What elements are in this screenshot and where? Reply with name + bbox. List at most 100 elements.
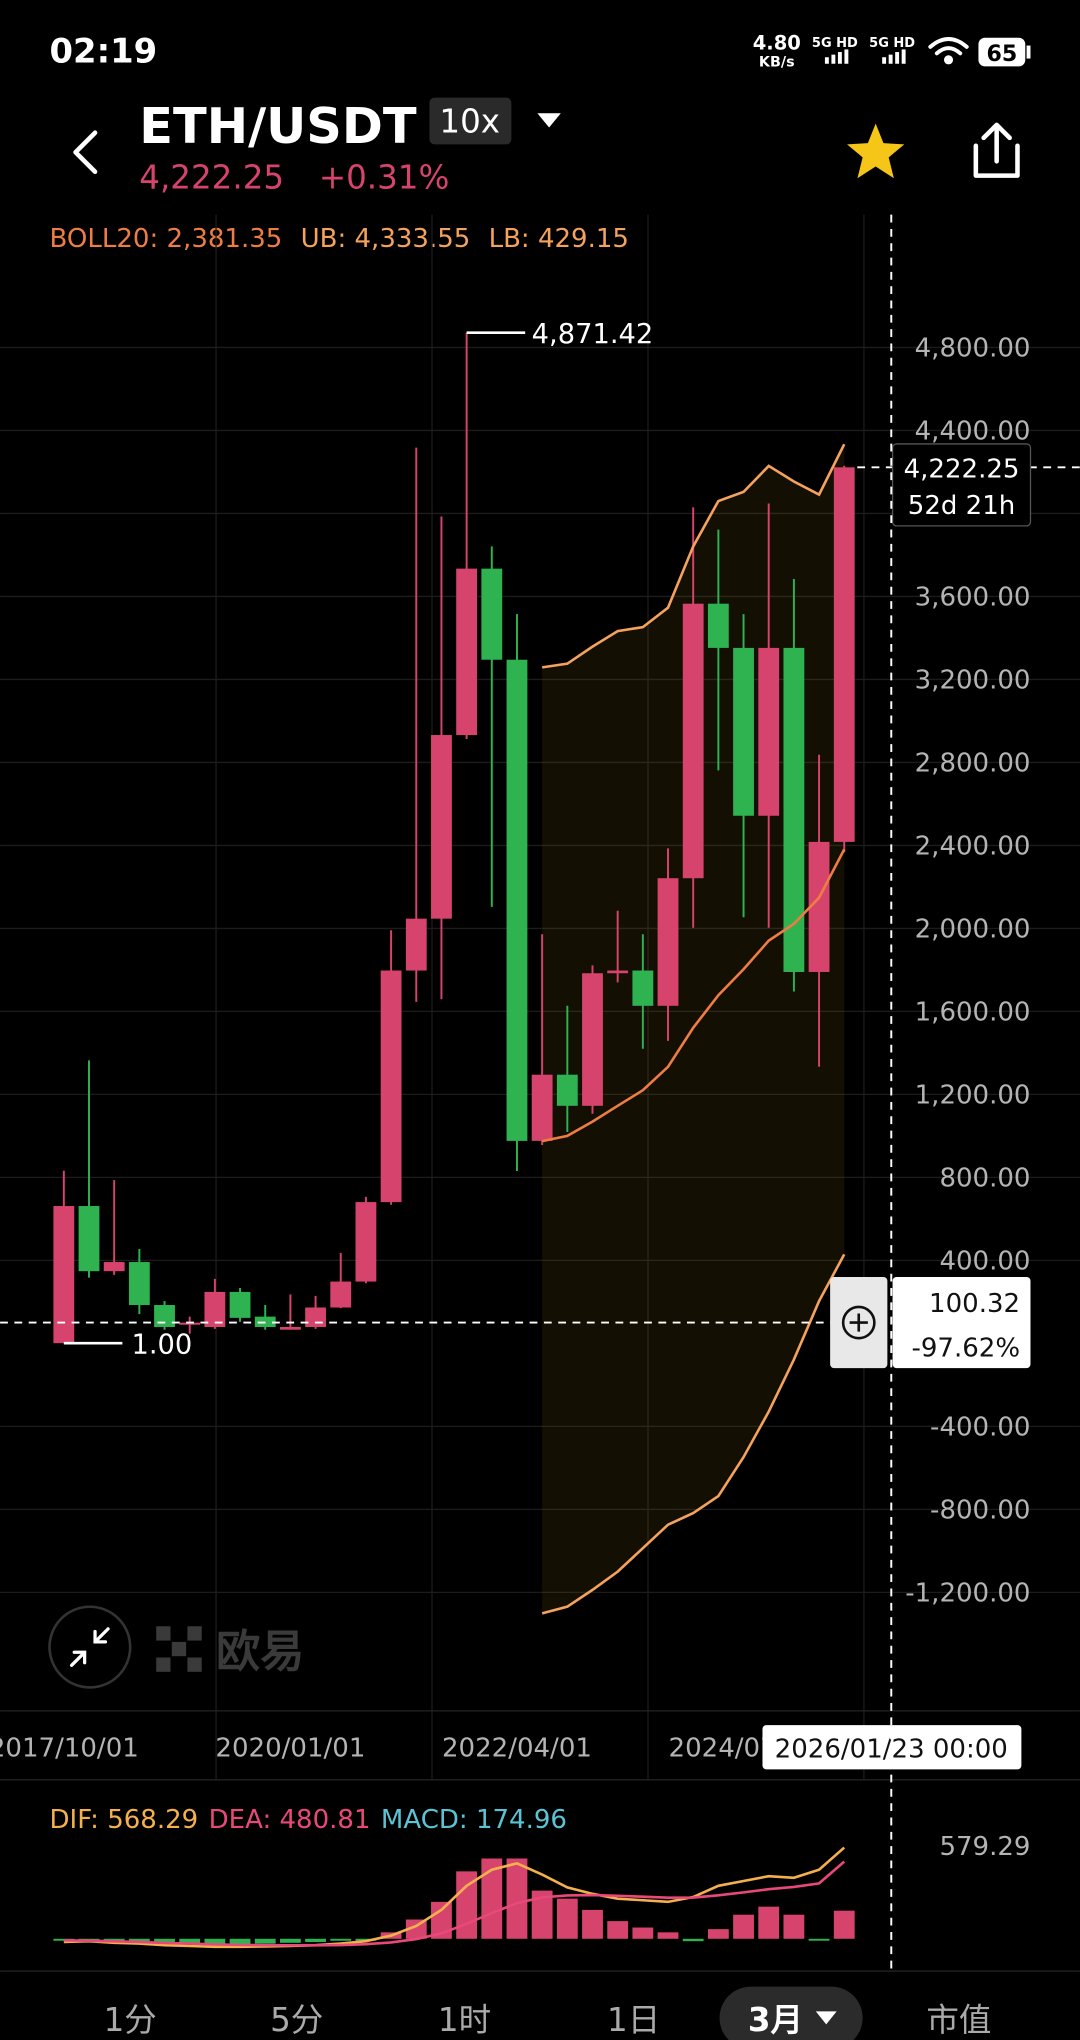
candle-body [456, 568, 478, 736]
macd-bar [733, 1914, 754, 1939]
candle-body [632, 970, 654, 1006]
candle-body [682, 603, 704, 879]
macd-bar [632, 1927, 654, 1939]
legend-entry: UB: 4,333.55 [301, 224, 471, 254]
y-tick-label: 2,800.00 [915, 749, 1031, 779]
macd-line [63, 1846, 846, 1949]
pair-title: ETH/USDT [139, 97, 417, 155]
macd-bar [128, 1938, 150, 1942]
max-label: 4,871.42 [532, 319, 654, 350]
candle-body [330, 1281, 352, 1308]
net-speed-unit: KB/s [759, 54, 795, 70]
tab[interactable]: 3月 [748, 2001, 803, 2039]
candle-body [582, 973, 603, 1106]
battery-tip [1026, 45, 1031, 59]
last-price-box [891, 443, 1032, 527]
candle-body [833, 467, 855, 842]
macd-bar [833, 1910, 855, 1939]
back-button[interactable] [73, 130, 98, 175]
crosshair-price: 100.32 [929, 1289, 1020, 1319]
candle-body [481, 568, 503, 660]
logo-text: 欧易 [216, 1627, 304, 1678]
tab[interactable]: 市值 [926, 2001, 991, 2039]
tab-dropdown [815, 2011, 837, 2025]
header-change: +0.31% [319, 159, 450, 197]
macd-bar [481, 1858, 503, 1939]
x-tick-label: 2020/01/01 [215, 1733, 365, 1763]
favorite-star[interactable] [847, 123, 905, 179]
macd-bar [556, 1898, 578, 1939]
candle-body [53, 1206, 75, 1344]
share-button[interactable] [973, 122, 1020, 178]
candle-body [783, 647, 805, 972]
battery-level: 65 [986, 41, 1017, 67]
candle-body [380, 970, 402, 1203]
price-chart: 4,800.004,400.004,000.003,600.003,200.00… [0, 214, 1080, 1781]
y-tick-label: 1,600.00 [915, 998, 1031, 1028]
collapse-button[interactable] [48, 1605, 132, 1689]
macd-bar [229, 1938, 251, 1945]
candle-body [103, 1262, 125, 1272]
tab[interactable]: 5分 [270, 2001, 323, 2039]
macd-bar [431, 1901, 452, 1939]
network-label: 5G HD [812, 36, 858, 51]
candle-body [506, 659, 528, 1141]
macd-bar [405, 1919, 427, 1939]
candle-body [808, 841, 830, 972]
net-speed: 4.80 [753, 31, 801, 54]
macd-bar [254, 1938, 276, 1944]
y-tick-label: -1,200.00 [905, 1578, 1030, 1608]
leverage: 10x [439, 103, 500, 141]
macd-bar [531, 1890, 553, 1939]
macd-line [63, 1860, 846, 1947]
macd-bar [607, 1921, 629, 1939]
macd-legend: DEA: 480.81 [209, 1805, 371, 1835]
collapse-icon [70, 1627, 110, 1667]
macd-bar [330, 1938, 352, 1941]
macd-bar [279, 1938, 301, 1943]
battery [978, 37, 1026, 67]
candle-body [229, 1291, 251, 1318]
min-label: 1.00 [131, 1330, 192, 1361]
clock: 02:19 [50, 31, 158, 70]
candle-body [758, 647, 780, 816]
crosshair-change: -97.62% [911, 1333, 1020, 1363]
y-tick-label: 4,800.00 [915, 334, 1031, 364]
y-tick-label: 800.00 [939, 1164, 1030, 1194]
macd-chart: DIF: 568.29 DEA: 480.81 MACD: 174.96 579.29 [50, 1805, 1030, 1949]
header-price: 4,222.25 [139, 159, 284, 197]
boll-line [541, 1253, 846, 1615]
macd-bar [154, 1938, 175, 1943]
tab[interactable]: 1日 [607, 2001, 660, 2039]
interval-tabs: 1分 5分 1时 1日 3月 市值 [104, 1986, 991, 2040]
macd-bar [355, 1938, 377, 1941]
candle-body [204, 1291, 226, 1327]
dropdown-arrow[interactable] [537, 113, 561, 128]
macd-bar [758, 1906, 780, 1939]
candle-body [179, 1322, 201, 1325]
candle-body [355, 1202, 377, 1282]
y-tick-label: 1,200.00 [915, 1081, 1031, 1111]
macd-bar [179, 1938, 201, 1944]
candle-body [531, 1074, 553, 1141]
candle-body [305, 1307, 326, 1327]
tab[interactable]: 1分 [104, 2001, 157, 2039]
y-tick-label: 2,000.00 [915, 915, 1031, 945]
macd-bar [305, 1938, 326, 1942]
logo-mark [156, 1626, 202, 1672]
last-price: 4,222.25 [904, 455, 1020, 485]
candle-body [128, 1262, 150, 1306]
candle-body [279, 1326, 301, 1330]
macd-bar [582, 1909, 603, 1939]
candle-body [154, 1305, 175, 1327]
macd-bar [808, 1938, 830, 1941]
tab-active-pill[interactable] [719, 1986, 863, 2040]
macd-bar [103, 1938, 125, 1942]
wifi-icon [928, 37, 969, 65]
candle-body [556, 1074, 578, 1106]
boll-legend: BOLL20: 2,381.35 UB: 4,333.55 LB: 429.15 [50, 224, 629, 254]
tab[interactable]: 1时 [438, 2001, 491, 2039]
leverage-badge[interactable] [429, 97, 512, 145]
macd-bar [707, 1929, 729, 1939]
